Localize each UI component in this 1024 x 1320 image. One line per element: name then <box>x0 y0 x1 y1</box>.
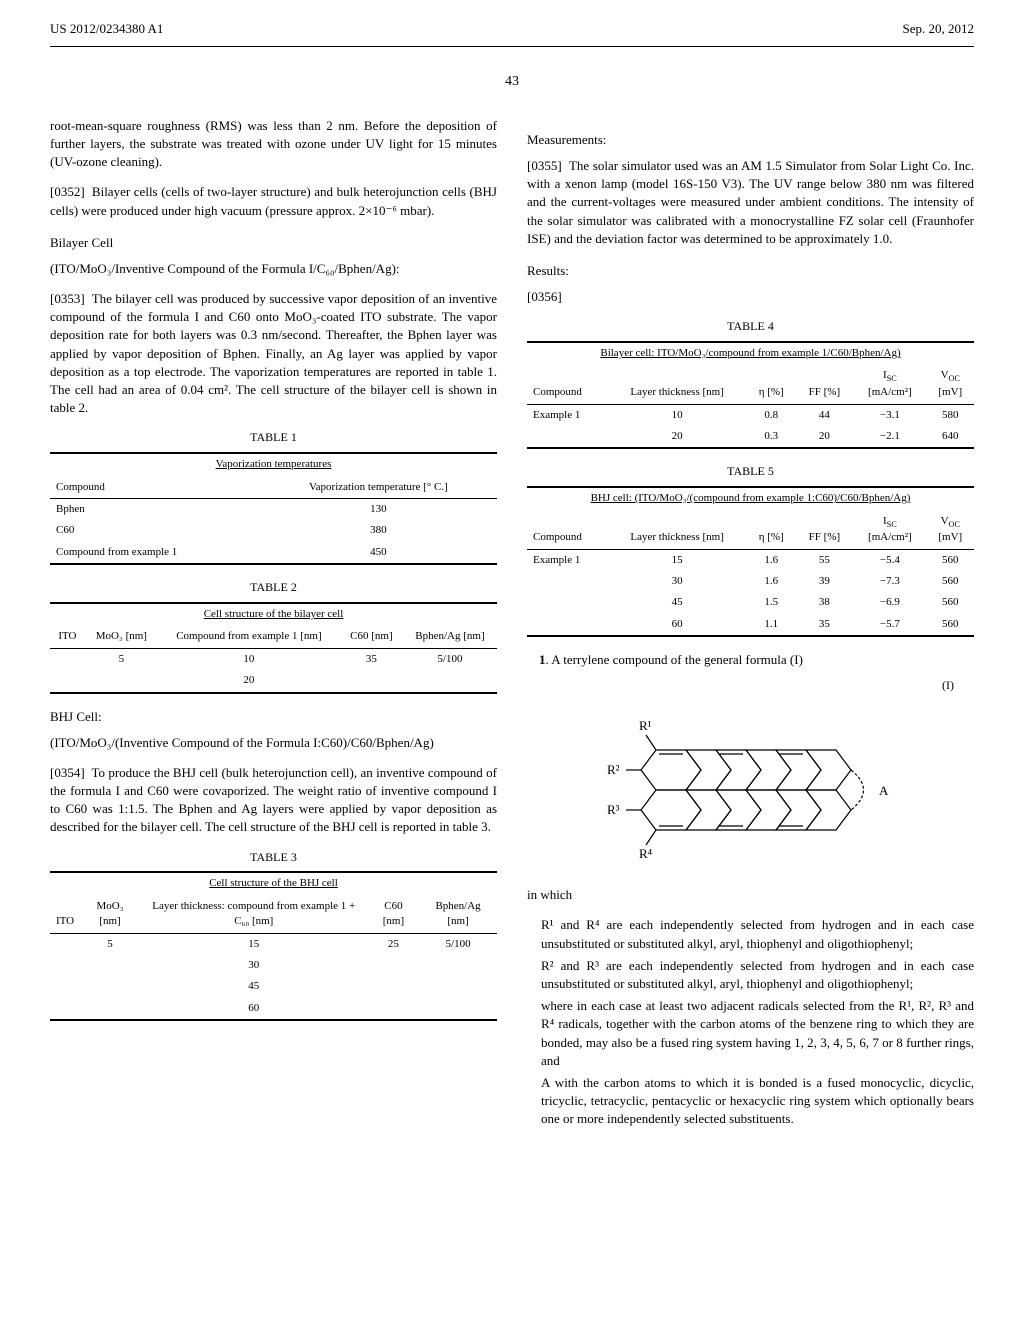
table5-h5: VOC[mV] <box>927 511 974 550</box>
table3-h0: ITO <box>50 896 80 933</box>
table3-subcaption: Cell structure of the BHJ cell <box>50 872 497 895</box>
table4-caption: TABLE 4 <box>527 318 974 335</box>
table5-h2: η [%] <box>747 511 796 550</box>
molecule-diagram: R¹ R² R³ R⁴ A <box>527 700 974 870</box>
table-row: 510355/100 <box>50 648 497 670</box>
para-0356-num: [0356] <box>527 288 974 306</box>
left-column: root-mean-square roughness (RMS) was les… <box>50 117 497 1133</box>
claim-1-intro: 1. A terrylene compound of the general f… <box>527 651 974 669</box>
para-0352-num: [0352] <box>50 184 85 199</box>
label-r2: R² <box>607 762 620 777</box>
table2-caption: TABLE 2 <box>50 579 497 596</box>
table-row: 200.320−2.1640 <box>527 426 974 448</box>
table2: Cell structure of the bilayer cell ITO M… <box>50 602 497 694</box>
para-0352-text: Bilayer cells (cells of two-layer struct… <box>50 184 497 217</box>
table-row: 515255/100 <box>50 933 497 955</box>
para-0354: [0354] To produce the BHJ cell (bulk het… <box>50 764 497 837</box>
para-0353: [0353] The bilayer cell was produced by … <box>50 290 497 417</box>
table4-h4: ISC[mA/cm²] <box>853 365 926 404</box>
table4-subcaption: Bilayer cell: ITO/MoO₃/compound from exa… <box>527 342 974 365</box>
table-row: 301.639−7.3560 <box>527 571 974 592</box>
para-0354-text: To produce the BHJ cell (bulk heterojunc… <box>50 765 497 835</box>
table4: Bilayer cell: ITO/MoO₃/compound from exa… <box>527 341 974 449</box>
page-number: 43 <box>50 72 974 92</box>
para-0355-text: The solar simulator used was an AM 1.5 S… <box>527 158 974 246</box>
table2-h0: ITO <box>50 626 85 648</box>
header-rule <box>50 46 974 47</box>
claim-in-which: in which <box>527 886 974 904</box>
table3: Cell structure of the BHJ cell ITO MoO₃ … <box>50 871 497 1021</box>
table2-subcaption: Cell structure of the bilayer cell <box>50 603 497 626</box>
formula-label: (I) <box>527 677 974 694</box>
two-column-layout: root-mean-square roughness (RMS) was les… <box>50 117 974 1133</box>
table-row: Example 1151.655−5.4560 <box>527 549 974 571</box>
table4-h5: VOC[mV] <box>927 365 974 404</box>
label-r4: R⁴ <box>639 846 653 861</box>
table1-caption: TABLE 1 <box>50 429 497 446</box>
para-0352: [0352] Bilayer cells (cells of two-layer… <box>50 183 497 219</box>
table3-h3: C60 [nm] <box>368 896 419 933</box>
para-0351-tail: root-mean-square roughness (RMS) was les… <box>50 117 497 172</box>
table-row: 601.135−5.7560 <box>527 614 974 636</box>
header-right: Sep. 20, 2012 <box>903 20 975 38</box>
table1-h0: Compound <box>50 477 260 499</box>
table4-h3: FF [%] <box>796 365 853 404</box>
para-0355: [0355] The solar simulator used was an A… <box>527 157 974 248</box>
table4-h2: η [%] <box>747 365 796 404</box>
table2-h2: Compound from example 1 [nm] <box>158 626 340 648</box>
claim-a: A with the carbon atoms to which it is b… <box>541 1074 974 1129</box>
table2-h1: MoO₃ [nm] <box>85 626 158 648</box>
table5-h1: Layer thickness [nm] <box>607 511 746 550</box>
label-r1: R¹ <box>639 718 652 733</box>
table3-caption: TABLE 3 <box>50 849 497 866</box>
para-0353-text: The bilayer cell was produced by success… <box>50 291 497 415</box>
para-0353-num: [0353] <box>50 291 85 306</box>
table-row: Bphen130 <box>50 498 497 520</box>
bilayer-title: Bilayer Cell <box>50 234 497 252</box>
table5-caption: TABLE 5 <box>527 463 974 480</box>
bhj-subtitle: (ITO/MoO₃/(Inventive Compound of the For… <box>50 734 497 752</box>
table2-h3: C60 [nm] <box>340 626 403 648</box>
claim-1-text: A terrylene compound of the general form… <box>551 652 803 667</box>
measurements-title: Measurements: <box>527 131 974 149</box>
table3-h1: MoO₃ [nm] <box>80 896 140 933</box>
header-left: US 2012/0234380 A1 <box>50 20 163 38</box>
table5: BHJ cell: (ITO/MoO₃/(compound from examp… <box>527 486 974 637</box>
table3-h4: Bphen/Ag [nm] <box>419 896 497 933</box>
table-row: Compound from example 1450 <box>50 542 497 564</box>
table-row: 60 <box>50 998 497 1020</box>
table-row: 451.538−6.9560 <box>527 592 974 613</box>
table5-h4: ISC[mA/cm²] <box>853 511 926 550</box>
table1-h1: Vaporization temperature [° C.] <box>260 477 497 499</box>
terrylene-structure-icon: R¹ R² R³ R⁴ A <box>601 700 901 870</box>
table4-h1: Layer thickness [nm] <box>607 365 746 404</box>
table-row: 30 <box>50 955 497 976</box>
table2-h4: Bphen/Ag [nm] <box>403 626 497 648</box>
claim-r1r4: R¹ and R⁴ are each independently selecte… <box>541 916 974 952</box>
table5-subcaption: BHJ cell: (ITO/MoO₃/(compound from examp… <box>527 487 974 510</box>
table-row: 20 <box>50 670 497 692</box>
label-r3: R³ <box>607 802 620 817</box>
table-row: Example 1100.844−3.1580 <box>527 404 974 426</box>
results-title: Results: <box>527 262 974 280</box>
table1: Vaporization temperatures Compound Vapor… <box>50 452 497 565</box>
claim-r2r3: R² and R³ are each independently selecte… <box>541 957 974 993</box>
claim-where: where in each case at least two adjacent… <box>541 997 974 1070</box>
table5-h0: Compound <box>527 511 607 550</box>
header: US 2012/0234380 A1 Sep. 20, 2012 <box>50 20 974 38</box>
claim-1-number: 1 <box>539 652 546 667</box>
table-row: C60380 <box>50 520 497 541</box>
para-0354-num: [0354] <box>50 765 85 780</box>
label-a: A <box>879 783 889 798</box>
bhj-title: BHJ Cell: <box>50 708 497 726</box>
para-0355-num: [0355] <box>527 158 562 173</box>
right-column: Measurements: [0355] The solar simulator… <box>527 117 974 1133</box>
table4-h0: Compound <box>527 365 607 404</box>
table1-subcaption: Vaporization temperatures <box>50 453 497 476</box>
table-row: 45 <box>50 976 497 997</box>
table3-h2: Layer thickness: compound from example 1… <box>140 896 368 933</box>
table5-h3: FF [%] <box>796 511 853 550</box>
bilayer-subtitle: (ITO/MoO₃/Inventive Compound of the Form… <box>50 260 497 278</box>
